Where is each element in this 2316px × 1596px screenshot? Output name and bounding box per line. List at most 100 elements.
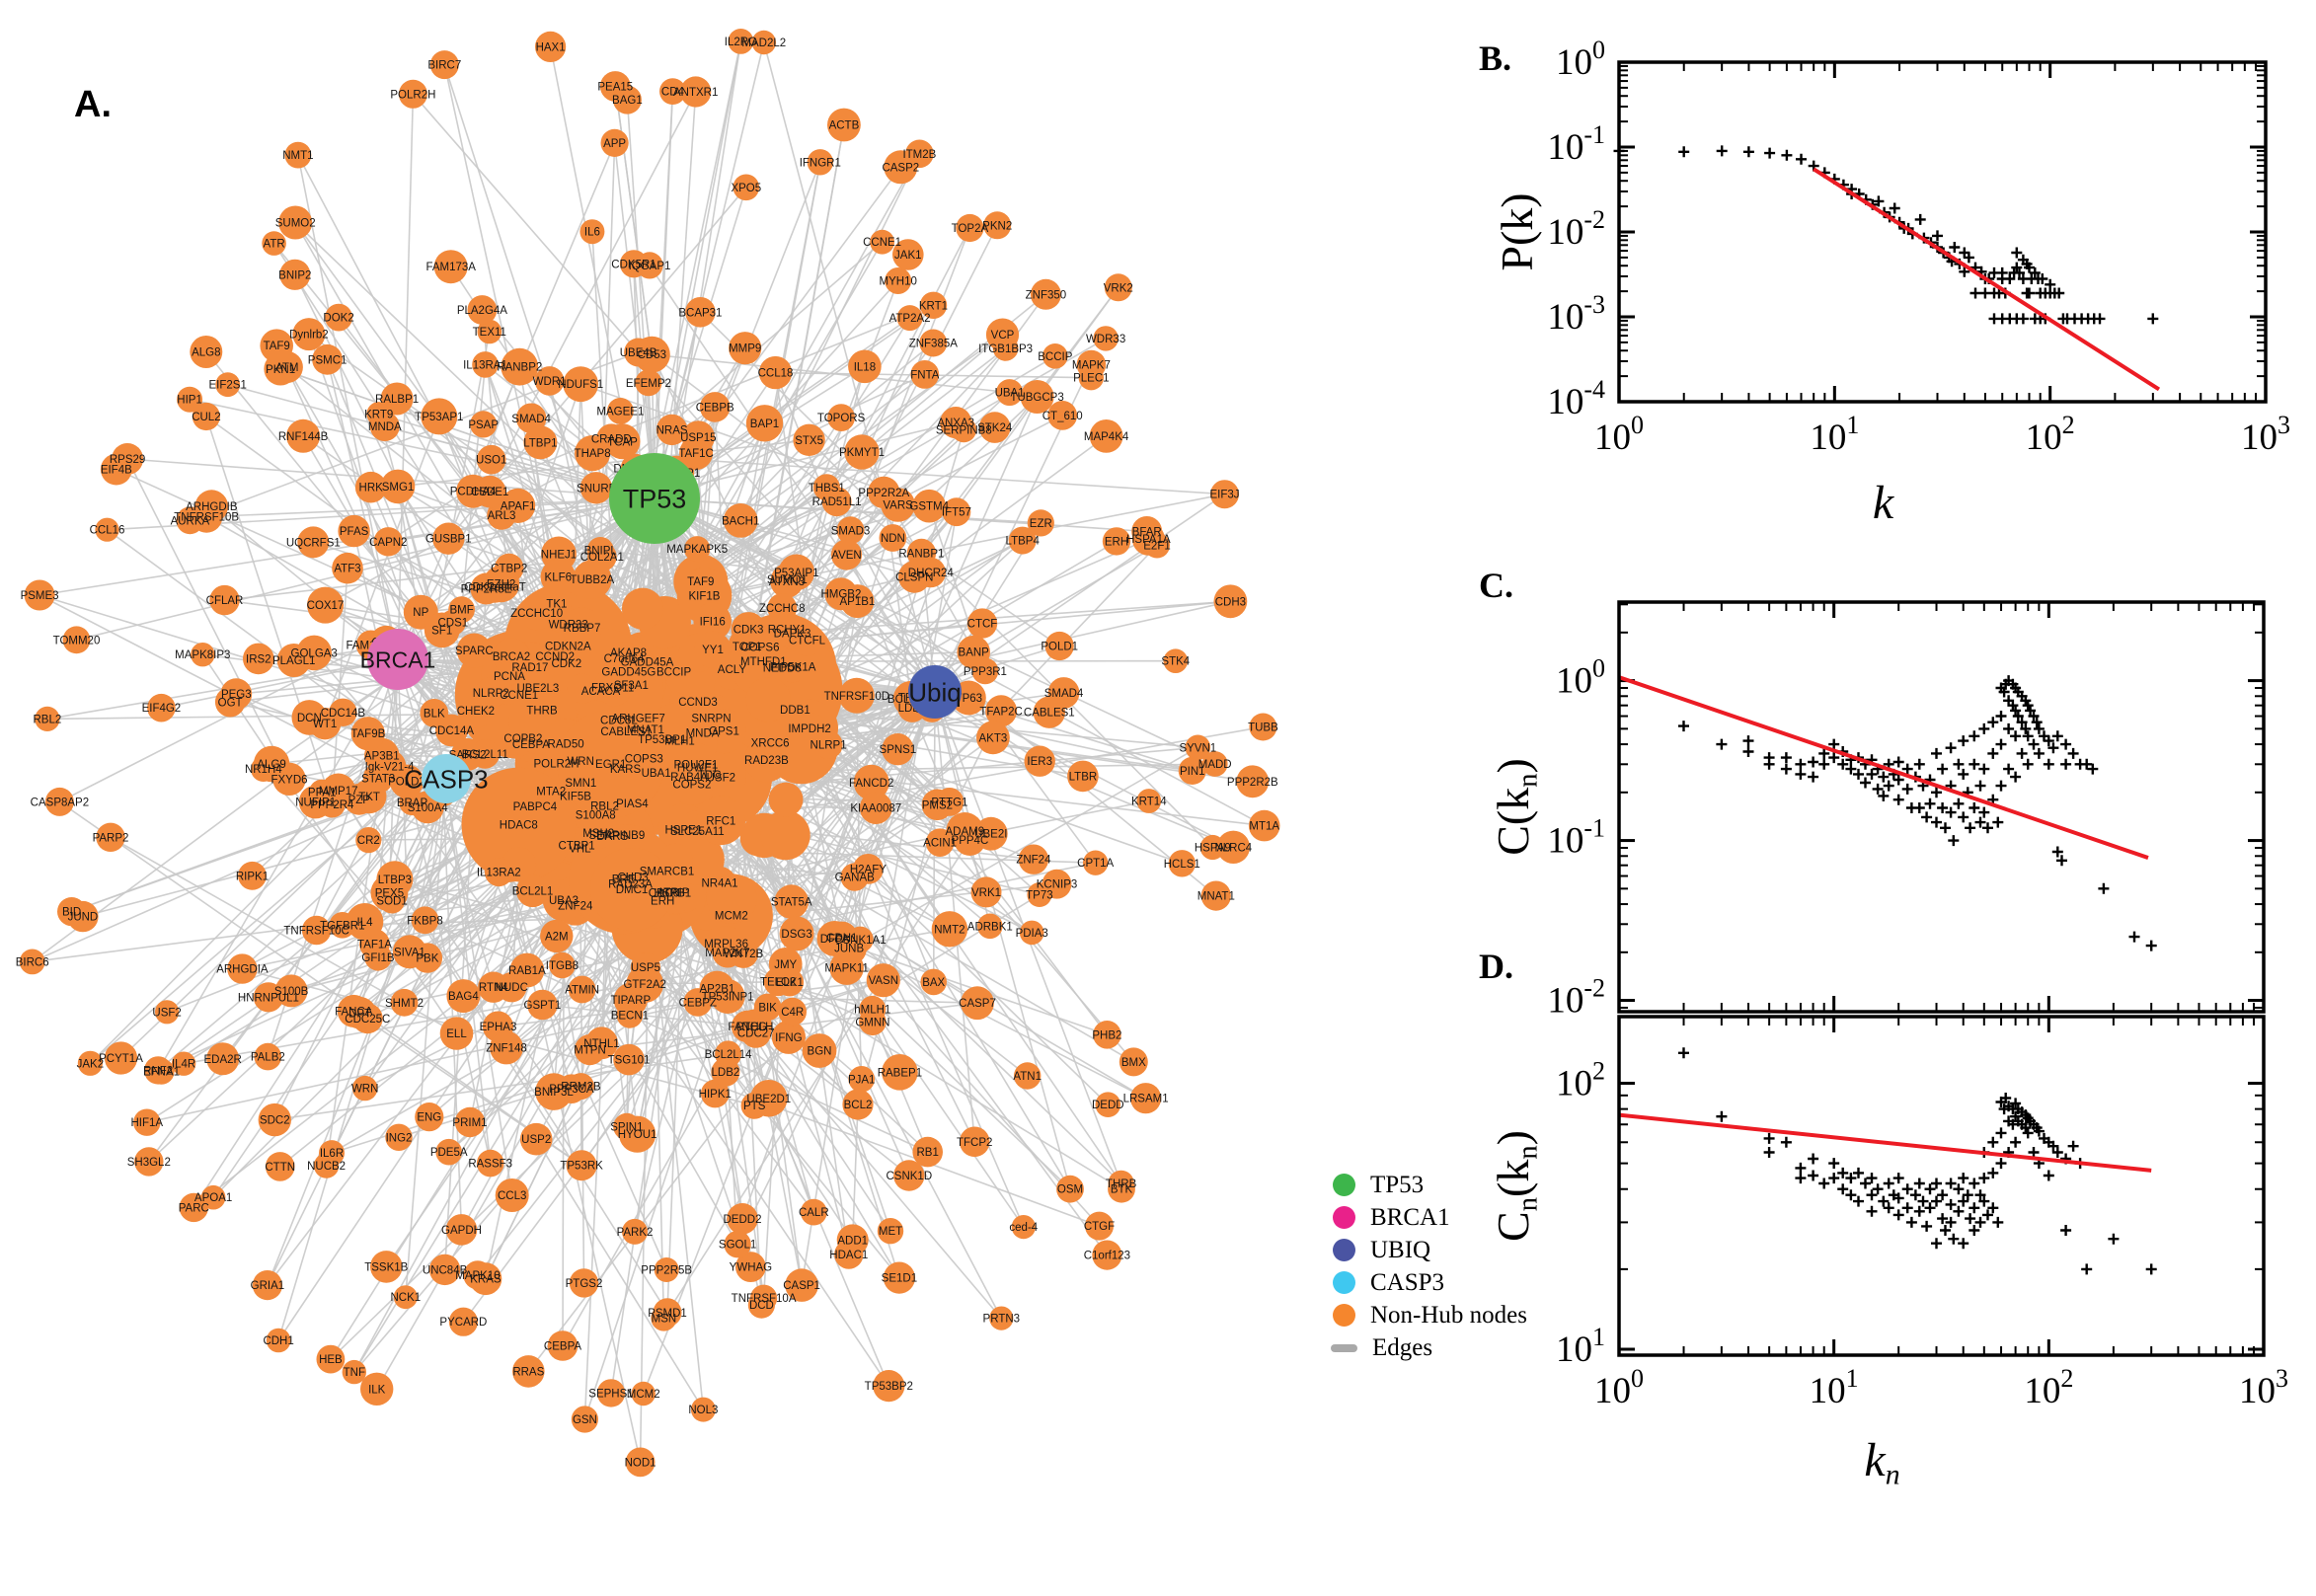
svg-text:SPNS1: SPNS1 bbox=[880, 744, 917, 756]
svg-text:MLH1: MLH1 bbox=[664, 735, 695, 747]
svg-text:TIPARP: TIPARP bbox=[610, 995, 651, 1007]
svg-text:KRT9: KRT9 bbox=[364, 409, 393, 420]
svg-text:GAPDH: GAPDH bbox=[441, 1225, 482, 1237]
svg-text:103: 103 bbox=[2239, 1364, 2288, 1411]
svg-text:TAF1A: TAF1A bbox=[357, 940, 392, 951]
svg-text:UBA3: UBA3 bbox=[549, 895, 579, 907]
svg-text:RBBP7: RBBP7 bbox=[564, 623, 601, 635]
svg-text:BID: BID bbox=[62, 907, 81, 919]
svg-text:100: 100 bbox=[1556, 654, 1605, 702]
svg-text:LDB2: LDB2 bbox=[712, 1067, 740, 1079]
svg-text:ATR: ATR bbox=[264, 239, 285, 251]
svg-text:ARHGEF7: ARHGEF7 bbox=[611, 713, 664, 724]
svg-text:S100B: S100B bbox=[274, 986, 309, 998]
svg-text:SUMO2: SUMO2 bbox=[275, 218, 316, 230]
svg-text:TAF9: TAF9 bbox=[687, 576, 714, 588]
svg-text:NLRP1: NLRP1 bbox=[811, 740, 847, 752]
svg-text:CCNE1: CCNE1 bbox=[863, 237, 901, 249]
svg-text:CABLES1: CABLES1 bbox=[1024, 708, 1075, 720]
svg-text:ACIN1: ACIN1 bbox=[923, 838, 957, 850]
svg-text:MYH10: MYH10 bbox=[880, 276, 917, 288]
svg-text:GPS1: GPS1 bbox=[709, 726, 739, 738]
svg-text:OGT: OGT bbox=[218, 697, 243, 709]
svg-text:CTCF: CTCF bbox=[967, 619, 998, 631]
svg-text:DEDD2: DEDD2 bbox=[724, 1214, 762, 1226]
legend-dot-icon-casp3 bbox=[1333, 1271, 1355, 1294]
svg-text:SIVA1: SIVA1 bbox=[394, 947, 425, 958]
svg-text:ITGB1BP3: ITGB1BP3 bbox=[978, 343, 1033, 355]
svg-text:CPT1A: CPT1A bbox=[1077, 858, 1114, 870]
svg-text:PSAP: PSAP bbox=[468, 419, 499, 431]
svg-text:Dynlrb2: Dynlrb2 bbox=[289, 330, 329, 342]
svg-text:USP5: USP5 bbox=[631, 962, 660, 974]
svg-text:DCN: DCN bbox=[297, 713, 322, 724]
svg-text:SE1D1: SE1D1 bbox=[882, 1273, 917, 1285]
svg-text:BRCA2: BRCA2 bbox=[493, 651, 530, 663]
svg-text:PPP2R2A: PPP2R2A bbox=[858, 488, 909, 499]
svg-text:EIF4B: EIF4B bbox=[101, 465, 132, 477]
svg-text:MMP9: MMP9 bbox=[729, 343, 761, 355]
svg-text:CRADD: CRADD bbox=[591, 433, 632, 445]
svg-text:10-1: 10-1 bbox=[1547, 814, 1605, 862]
svg-text:RAD50: RAD50 bbox=[548, 738, 584, 750]
svg-text:PSMC1: PSMC1 bbox=[308, 354, 347, 366]
svg-text:IL6R: IL6R bbox=[320, 1148, 344, 1160]
svg-text:POLR2H: POLR2H bbox=[390, 89, 435, 101]
svg-text:TNFRSF10C: TNFRSF10C bbox=[283, 926, 348, 938]
svg-text:HCLS1: HCLS1 bbox=[1164, 859, 1200, 871]
svg-text:BCL2L14: BCL2L14 bbox=[705, 1049, 753, 1061]
scatter-points bbox=[1614, 145, 2159, 324]
svg-text:ITGB8: ITGB8 bbox=[546, 960, 579, 972]
svg-text:CDKN2A: CDKN2A bbox=[545, 642, 591, 653]
svg-text:PIAS4: PIAS4 bbox=[616, 798, 649, 810]
svg-text:BMX: BMX bbox=[1121, 1057, 1146, 1069]
svg-text:PPA1: PPA1 bbox=[308, 788, 337, 799]
svg-text:BNIPL: BNIPL bbox=[584, 546, 618, 558]
svg-text:DSG3: DSG3 bbox=[781, 929, 811, 941]
svg-text:CDK2deltaT: CDK2deltaT bbox=[464, 581, 526, 593]
axis-ticks bbox=[1619, 1017, 2264, 1355]
x-axis-label: kn​ bbox=[1864, 1434, 1899, 1491]
svg-text:MAPK10: MAPK10 bbox=[455, 1270, 500, 1282]
svg-text:ZCCHC8: ZCCHC8 bbox=[759, 603, 806, 615]
svg-text:TOMM20: TOMM20 bbox=[53, 635, 101, 646]
svg-text:VASN: VASN bbox=[869, 975, 898, 987]
svg-text:TAF9: TAF9 bbox=[264, 341, 290, 352]
svg-text:PPP2R5B: PPP2R5B bbox=[641, 1265, 692, 1277]
svg-text:WDR33: WDR33 bbox=[1086, 334, 1125, 345]
svg-text:ANTXR1: ANTXR1 bbox=[673, 87, 718, 99]
svg-text:UBE2L3: UBE2L3 bbox=[516, 683, 559, 695]
svg-text:ACTB: ACTB bbox=[829, 120, 860, 132]
svg-text:TELO2: TELO2 bbox=[760, 977, 796, 989]
svg-text:NOD1: NOD1 bbox=[625, 1457, 656, 1469]
svg-text:ADD1: ADD1 bbox=[837, 1235, 868, 1247]
svg-text:RIPK1: RIPK1 bbox=[236, 871, 269, 882]
svg-text:ATP2A2: ATP2A2 bbox=[889, 313, 931, 325]
svg-text:GMNN: GMNN bbox=[855, 1017, 889, 1028]
svg-text:TP53BP2: TP53BP2 bbox=[865, 1381, 913, 1393]
svg-text:AKT3: AKT3 bbox=[979, 732, 1008, 744]
svg-text:SMAD4: SMAD4 bbox=[511, 414, 551, 425]
svg-text:NUCB2: NUCB2 bbox=[307, 1161, 346, 1173]
svg-text:TNF: TNF bbox=[344, 1367, 365, 1379]
svg-text:HRK: HRK bbox=[359, 483, 384, 494]
svg-text:DPT: DPT bbox=[348, 1008, 371, 1020]
svg-text:TOP2A: TOP2A bbox=[952, 223, 989, 235]
svg-text:RTN4: RTN4 bbox=[479, 982, 508, 994]
svg-text:DFFA: DFFA bbox=[820, 934, 850, 946]
svg-text:NLRP2: NLRP2 bbox=[473, 688, 509, 700]
svg-text:OSM: OSM bbox=[1057, 1184, 1083, 1196]
svg-text:NDUFS1: NDUFS1 bbox=[558, 379, 603, 391]
svg-text:RBL2: RBL2 bbox=[34, 714, 62, 725]
svg-text:PARP2: PARP2 bbox=[93, 832, 129, 844]
svg-text:FAM173A: FAM173A bbox=[425, 262, 476, 273]
svg-text:CASP2: CASP2 bbox=[882, 162, 919, 174]
svg-text:CDS1: CDS1 bbox=[437, 618, 468, 630]
svg-text:YWHAG: YWHAG bbox=[730, 1262, 773, 1274]
svg-text:WRN: WRN bbox=[567, 756, 593, 768]
svg-text:ALG8: ALG8 bbox=[192, 347, 220, 359]
svg-text:CDH3: CDH3 bbox=[1215, 596, 1246, 608]
svg-text:RANBP1: RANBP1 bbox=[898, 549, 944, 561]
svg-text:UBE4B: UBE4B bbox=[620, 347, 657, 359]
